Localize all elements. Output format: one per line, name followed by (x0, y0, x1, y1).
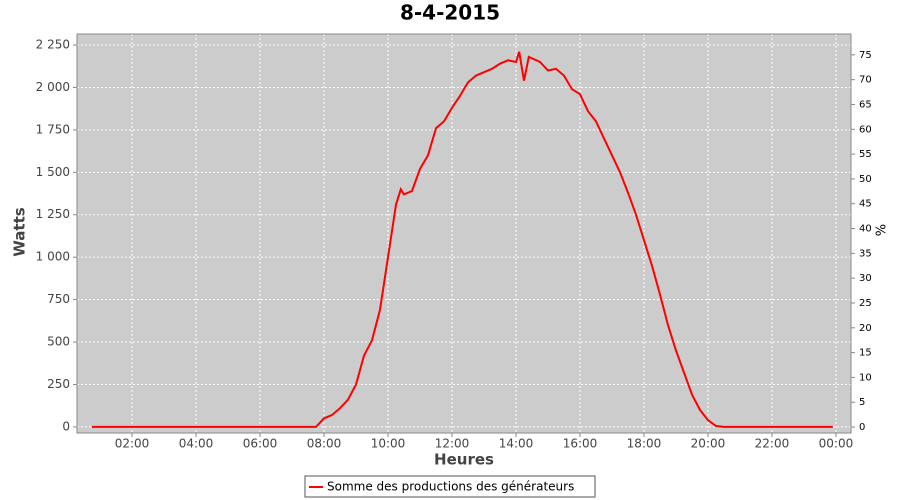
y-tick-label: 1 750 (36, 122, 70, 136)
plot-border (76, 33, 852, 434)
x-tick-label: 14:00 (499, 437, 534, 451)
chart-title: 8-4-2015 (400, 1, 500, 25)
x-tick-label: 08:00 (307, 437, 342, 451)
x-tick-label: 04:00 (179, 437, 214, 451)
y-axis-label: Watts (11, 207, 29, 256)
y-tick-label: 1 500 (36, 165, 70, 179)
y2-tick-label: 70 (859, 75, 872, 86)
plot-area (77, 34, 851, 433)
y-tick-label: 2 250 (36, 38, 70, 52)
x-tick-label: 18:00 (627, 437, 662, 451)
y2-tick-label: 35 (859, 248, 872, 259)
y2-tick-label: 40 (859, 224, 872, 235)
y2-tick-label: 55 (859, 149, 872, 160)
x-tick-label: 16:00 (563, 437, 598, 451)
y2-tick-label: 30 (859, 273, 872, 284)
x-tick-label: 12:00 (435, 437, 470, 451)
y2-tick-label: 65 (859, 99, 872, 110)
y-tick-label: 1 250 (36, 207, 70, 221)
x-tick-label: 10:00 (371, 437, 406, 451)
y-tick-label: 250 (47, 377, 70, 391)
series-line (92, 51, 833, 428)
x-tick-label: 00:00 (819, 437, 854, 451)
x-tick-label: 20:00 (691, 437, 726, 451)
x-tick-label: 02:00 (115, 437, 150, 451)
y-tick-label: 2 000 (36, 80, 70, 94)
y2-tick-label: 25 (859, 298, 872, 309)
y-tick-label: 500 (47, 335, 70, 349)
y-tick-label: 750 (47, 292, 70, 306)
y2-axis-label: % (875, 224, 890, 236)
y2-tick-label: 60 (859, 124, 872, 135)
y2-tick-label: 15 (859, 348, 872, 359)
x-axis-label: Heures (434, 451, 494, 469)
y-tick-label: 0 (62, 419, 70, 433)
x-tick-label: 22:00 (755, 437, 790, 451)
y2-tick-label: 75 (859, 50, 872, 61)
y2-tick-label: 10 (859, 372, 872, 383)
x-tick-label: 06:00 (243, 437, 278, 451)
legend (304, 475, 596, 498)
y2-tick-label: 20 (859, 323, 872, 334)
y2-tick-label: 0 (859, 422, 865, 433)
y2-tick-label: 5 (859, 397, 865, 408)
y2-tick-label: 50 (859, 174, 872, 185)
y2-tick-label: 45 (859, 199, 872, 210)
y-tick-label: 1 000 (36, 250, 70, 264)
legend-label: Somme des productions des générateurs (327, 480, 574, 494)
